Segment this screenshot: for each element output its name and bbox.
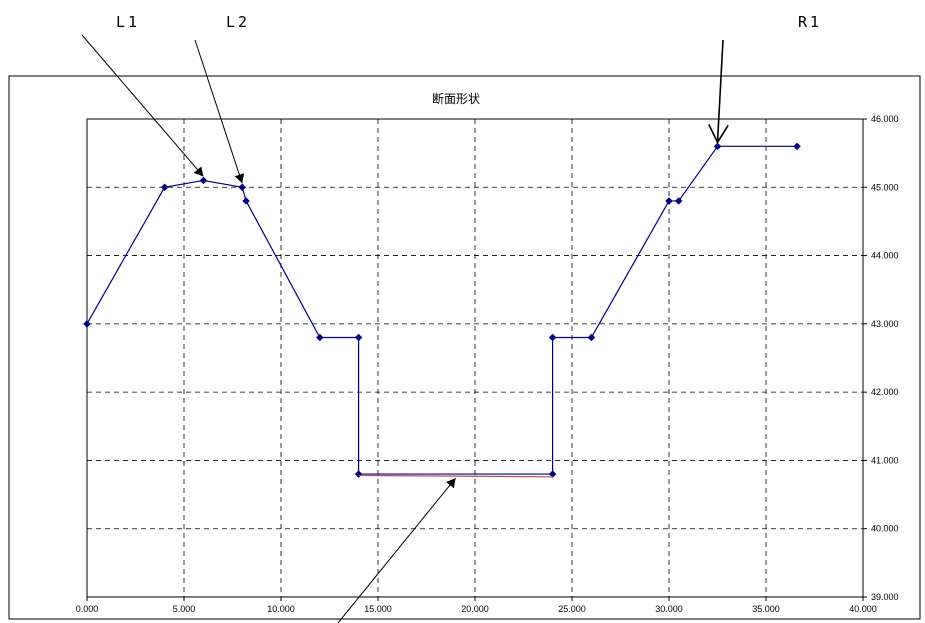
y-tick-label: 42.000: [871, 387, 899, 397]
data-point-marker: [238, 183, 247, 192]
data-point-marker: [713, 142, 722, 151]
callout-label-l2: L2: [226, 13, 250, 31]
tick-layer: 0.000 5.000 10.000 15.000 20.000 25.000 30.000…: [76, 114, 899, 614]
data-point-marker: [315, 333, 324, 342]
data-point-marker: [354, 333, 363, 342]
data-point-marker: [548, 333, 557, 342]
y-tick-label: 45.000: [871, 182, 899, 192]
x-tick-label: 35.000: [752, 604, 780, 614]
data-point-marker: [160, 183, 169, 192]
x-tick-label: 15.000: [364, 604, 392, 614]
chart-frame: [8, 75, 921, 620]
data-point-marker: [793, 142, 801, 151]
series-layer: [83, 142, 801, 478]
y-tick-label: 41.000: [871, 455, 899, 465]
data-point-marker: [83, 320, 91, 328]
x-tick-label: 25.000: [558, 604, 586, 614]
data-point-marker: [548, 470, 557, 478]
callout-arrow: [194, 39, 245, 184]
data-point-marker: [665, 197, 673, 205]
callout-arrow: [81, 34, 204, 177]
data-point-marker: [199, 176, 208, 185]
grid-layer: [87, 119, 863, 597]
annotation-layer: L1 L2 R1: [81, 13, 822, 623]
series-line-2: [358, 474, 553, 478]
callout-arrow: [718, 39, 724, 142]
data-point-marker: [587, 333, 596, 342]
x-tick-label: 40.000: [849, 604, 877, 614]
y-tick-label: 39.000: [871, 592, 899, 602]
data-point-marker: [674, 197, 683, 205]
callout-label-l1: L1: [116, 13, 140, 31]
data-point-marker: [242, 197, 250, 205]
x-tick-label: 10.000: [267, 604, 295, 614]
x-tick-label: 20.000: [461, 604, 489, 614]
x-tick-label: 0.000: [76, 604, 99, 614]
x-tick-label: 30.000: [655, 604, 683, 614]
y-tick-label: 44.000: [871, 251, 899, 261]
chart-title: 断面形状: [432, 91, 480, 106]
callout-label-r1: R1: [798, 13, 822, 31]
x-tick-label: 5.000: [173, 604, 196, 614]
callout-arrow: [337, 477, 456, 623]
y-tick-label: 43.000: [871, 319, 899, 329]
y-tick-label: 46.000: [871, 114, 899, 124]
y-tick-label: 40.000: [871, 524, 899, 534]
